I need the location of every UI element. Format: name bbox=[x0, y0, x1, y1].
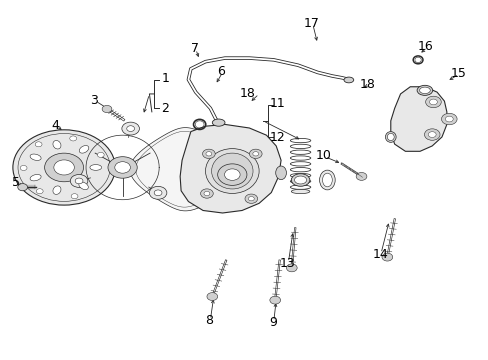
Polygon shape bbox=[390, 87, 446, 151]
Circle shape bbox=[224, 169, 240, 180]
Ellipse shape bbox=[291, 174, 309, 186]
Circle shape bbox=[108, 157, 137, 178]
Text: 1: 1 bbox=[161, 72, 169, 85]
Circle shape bbox=[427, 132, 435, 138]
Text: 2: 2 bbox=[161, 103, 169, 116]
Circle shape bbox=[205, 152, 211, 156]
Text: 18: 18 bbox=[359, 78, 375, 91]
Circle shape bbox=[445, 116, 452, 122]
Circle shape bbox=[36, 189, 43, 194]
Ellipse shape bbox=[53, 186, 61, 194]
Ellipse shape bbox=[53, 140, 61, 149]
Circle shape bbox=[200, 189, 213, 198]
Circle shape bbox=[252, 152, 258, 156]
Ellipse shape bbox=[79, 145, 89, 153]
Ellipse shape bbox=[211, 153, 252, 189]
Ellipse shape bbox=[90, 165, 102, 170]
Circle shape bbox=[269, 296, 280, 304]
Circle shape bbox=[44, 153, 83, 182]
Text: 6: 6 bbox=[217, 65, 224, 78]
Text: 16: 16 bbox=[417, 40, 433, 53]
Circle shape bbox=[249, 149, 262, 158]
Circle shape bbox=[428, 99, 436, 105]
Circle shape bbox=[424, 129, 439, 140]
Polygon shape bbox=[180, 125, 281, 213]
Ellipse shape bbox=[386, 134, 393, 140]
Text: 3: 3 bbox=[90, 94, 98, 107]
Circle shape bbox=[154, 190, 162, 196]
Circle shape bbox=[97, 152, 104, 157]
Circle shape bbox=[20, 166, 27, 171]
Circle shape bbox=[441, 113, 456, 125]
Circle shape bbox=[203, 192, 209, 196]
Text: 18: 18 bbox=[239, 87, 255, 100]
Circle shape bbox=[18, 184, 27, 191]
Circle shape bbox=[355, 172, 366, 180]
Polygon shape bbox=[130, 127, 232, 211]
Ellipse shape bbox=[79, 182, 88, 190]
Ellipse shape bbox=[294, 176, 306, 184]
Circle shape bbox=[149, 186, 166, 199]
Circle shape bbox=[206, 293, 217, 301]
Circle shape bbox=[217, 164, 246, 185]
Circle shape bbox=[115, 162, 130, 173]
Text: 11: 11 bbox=[269, 98, 285, 111]
Text: 17: 17 bbox=[303, 17, 319, 30]
Ellipse shape bbox=[322, 173, 331, 187]
Ellipse shape bbox=[275, 166, 286, 180]
Circle shape bbox=[381, 253, 392, 261]
Circle shape bbox=[70, 175, 88, 188]
Text: 10: 10 bbox=[315, 149, 331, 162]
Ellipse shape bbox=[419, 87, 429, 94]
Text: 14: 14 bbox=[371, 248, 387, 261]
Text: 15: 15 bbox=[450, 67, 466, 80]
Circle shape bbox=[244, 194, 257, 203]
Circle shape bbox=[248, 197, 254, 201]
Ellipse shape bbox=[30, 175, 41, 181]
Circle shape bbox=[126, 126, 134, 131]
Circle shape bbox=[13, 130, 115, 205]
Text: 9: 9 bbox=[268, 316, 276, 329]
Circle shape bbox=[70, 136, 77, 141]
Text: 12: 12 bbox=[269, 131, 285, 144]
Text: 5: 5 bbox=[12, 176, 20, 189]
Circle shape bbox=[102, 105, 112, 113]
Text: 8: 8 bbox=[205, 314, 213, 327]
Ellipse shape bbox=[205, 149, 259, 193]
Circle shape bbox=[71, 194, 78, 199]
Ellipse shape bbox=[385, 132, 395, 142]
Ellipse shape bbox=[319, 170, 334, 190]
Circle shape bbox=[286, 264, 297, 272]
Circle shape bbox=[35, 142, 42, 147]
Circle shape bbox=[202, 149, 215, 158]
Circle shape bbox=[75, 178, 83, 184]
Ellipse shape bbox=[212, 119, 224, 126]
Circle shape bbox=[122, 122, 139, 135]
Text: 4: 4 bbox=[51, 119, 59, 132]
Circle shape bbox=[425, 96, 440, 108]
Ellipse shape bbox=[291, 189, 309, 194]
Circle shape bbox=[54, 160, 74, 175]
Text: 7: 7 bbox=[190, 42, 198, 55]
Ellipse shape bbox=[416, 85, 432, 95]
Ellipse shape bbox=[30, 154, 41, 161]
Text: 13: 13 bbox=[279, 257, 295, 270]
Ellipse shape bbox=[343, 77, 353, 83]
